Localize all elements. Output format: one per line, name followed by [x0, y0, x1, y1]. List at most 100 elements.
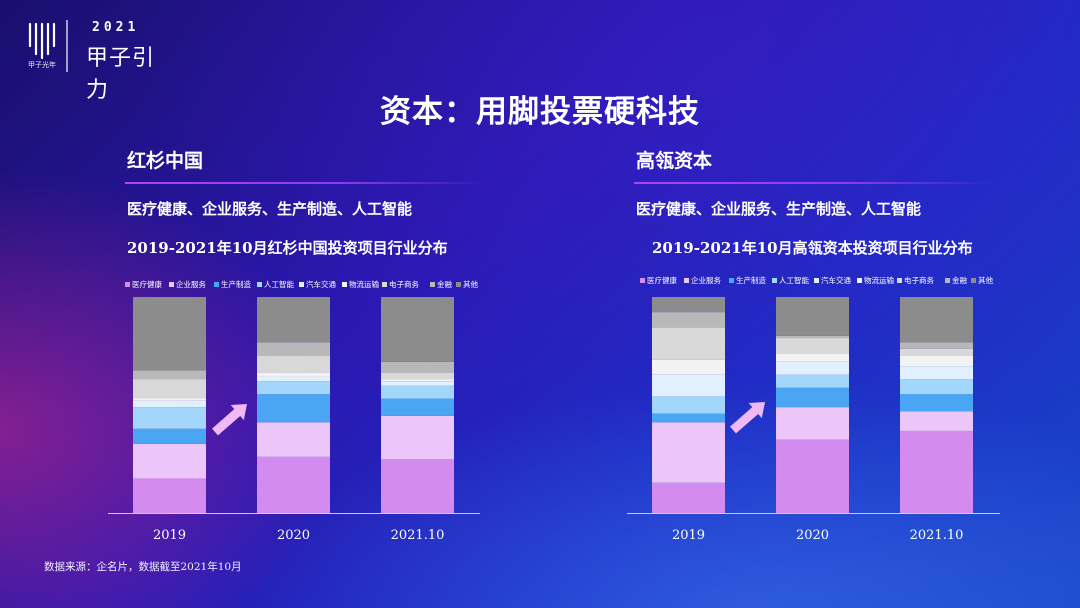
trend-arrow-icon	[730, 401, 766, 434]
bar-segment-4-2	[776, 374, 849, 388]
legend-swatch	[214, 282, 219, 287]
brand-logo: 2021 甲子引力	[22, 18, 172, 103]
legend-label: 物流运输	[349, 279, 379, 289]
panel-heading: 红杉中国	[127, 150, 204, 172]
panel-sectors: 医疗健康、企业服务、生产制造、人工智能	[127, 200, 413, 218]
legend-swatch	[857, 278, 862, 283]
bar-segment-4-2	[257, 381, 330, 395]
bar-segment-4-1	[133, 407, 206, 429]
logo-mark-icon	[28, 20, 68, 72]
legend-swatch	[342, 282, 347, 287]
bar-segment-5-2	[776, 361, 849, 375]
bar-segment-2-2	[776, 407, 849, 440]
legend-label: 其他	[463, 279, 478, 289]
legend-swatch	[169, 282, 174, 287]
legend-label: 企业服务	[691, 275, 721, 285]
bar-segment-1-2	[257, 456, 330, 513]
bar-segment-9-2	[776, 297, 849, 336]
x-tick-label: 2021.10	[910, 528, 964, 543]
page-title: 资本：用脚投票硬科技	[380, 94, 700, 130]
panel-sequoia: 红杉中国 医疗健康、企业服务、生产制造、人工智能 2019-2021年10月红杉…	[125, 146, 565, 546]
bar-segment-2-2	[257, 422, 330, 457]
legend-label: 电子商务	[389, 279, 419, 289]
bar-segment-2-3	[381, 415, 454, 459]
bar-segment-7-2	[257, 355, 330, 373]
bar-segment-9-3	[381, 297, 454, 362]
legend-label: 生产制造	[736, 275, 766, 285]
legend-swatch	[456, 282, 461, 287]
bar-segment-2-1	[133, 443, 206, 479]
legend-label: 人工智能	[779, 275, 809, 285]
legend-label: 金融	[952, 275, 967, 285]
legend-swatch	[125, 282, 130, 287]
bar-segment-3-2	[776, 387, 849, 408]
panel-heading: 高瓴资本	[636, 150, 713, 172]
bar-segment-6-1	[133, 398, 206, 401]
legend-label: 物流运输	[864, 275, 894, 285]
bar-segment-1-3	[900, 430, 973, 513]
legend-swatch	[640, 278, 645, 283]
bar-segment-8-1	[133, 370, 206, 380]
bar-segment-1-1	[652, 482, 725, 513]
legend-swatch	[430, 282, 435, 287]
bar-segment-6-3	[900, 355, 973, 367]
trend-arrow-icon	[212, 403, 248, 436]
bar-segment-3-1	[652, 413, 725, 423]
bar-segment-5-1	[652, 374, 725, 397]
legend-swatch	[382, 282, 387, 287]
source-note: 数据来源：企名片，数据截至2021年10月	[44, 561, 242, 573]
bar-segment-1-2	[776, 439, 849, 513]
bar-segment-7-3	[900, 348, 973, 356]
x-tick-label: 2019	[672, 528, 705, 543]
legend-swatch	[772, 278, 777, 283]
chart-title: 2019-2021年10月红杉中国投资项目行业分布	[127, 239, 448, 257]
bar-segment-5-3	[900, 366, 973, 380]
x-tick-label: 2020	[277, 528, 310, 543]
bar-segment-8-2	[776, 335, 849, 339]
bar-segment-1-3	[381, 459, 454, 513]
legend-label: 生产制造	[221, 279, 251, 289]
legend-label: 汽车交通	[821, 275, 851, 285]
x-tick-label: 2020	[796, 528, 829, 543]
bar-segment-6-2	[776, 353, 849, 362]
bar-segment-5-1	[133, 400, 206, 408]
brand-year: 2021	[92, 20, 140, 35]
bar-segment-9-1	[133, 297, 206, 371]
x-tick-label: 2019	[153, 528, 186, 543]
bar-segment-7-3	[381, 372, 454, 380]
legend-swatch	[897, 278, 902, 283]
bar-segment-7-2	[776, 338, 849, 354]
bar-segment-9-1	[652, 297, 725, 313]
divider	[125, 182, 485, 184]
legend-label: 医疗健康	[647, 275, 677, 285]
legend-swatch	[299, 282, 304, 287]
panel-hillhouse: 高瓴资本 医疗健康、企业服务、生产制造、人工智能 2019-2021年10月高瓴…	[634, 146, 1074, 546]
legend-label: 电子商务	[904, 275, 934, 285]
bar-segment-5-3	[381, 381, 454, 386]
legend-swatch	[257, 282, 262, 287]
legend-label: 医疗健康	[132, 279, 162, 289]
legend-label: 企业服务	[176, 279, 206, 289]
panel-sectors: 医疗健康、企业服务、生产制造、人工智能	[636, 200, 922, 218]
brand-event: 甲子引力	[86, 46, 156, 103]
bar-segment-6-3	[381, 379, 454, 382]
bar-segment-8-1	[652, 312, 725, 328]
bar-segment-3-3	[381, 398, 454, 416]
legend-label: 其他	[978, 275, 993, 285]
bar-segment-8-2	[257, 342, 330, 356]
x-tick-label: 2021.10	[391, 528, 445, 543]
legend-swatch	[945, 278, 950, 283]
legend-swatch	[814, 278, 819, 283]
divider	[634, 182, 994, 184]
bar-segment-7-1	[652, 327, 725, 360]
legend-swatch	[684, 278, 689, 283]
bar-segment-6-2	[257, 372, 330, 377]
bar-segment-7-1	[133, 379, 206, 399]
bar-segment-6-1	[652, 359, 725, 375]
bar-segment-9-3	[900, 297, 973, 343]
legend-label: 金融	[437, 279, 452, 289]
chart-title: 2019-2021年10月高瓴资本投资项目行业分布	[652, 239, 973, 257]
bar-segment-3-2	[257, 394, 330, 423]
bar-segment-8-3	[381, 361, 454, 373]
